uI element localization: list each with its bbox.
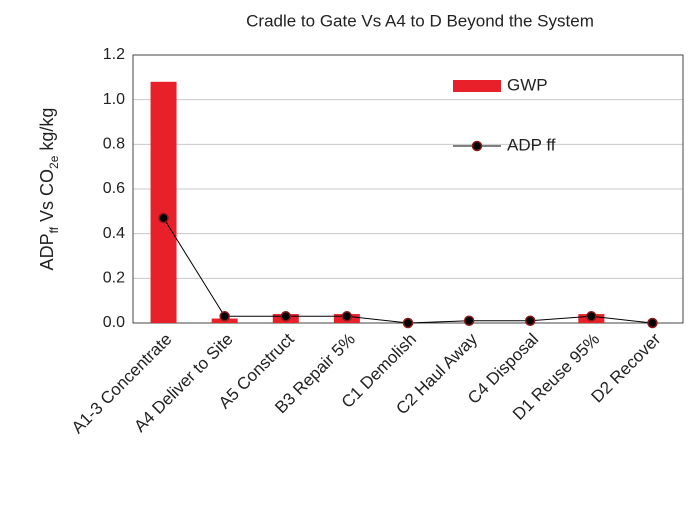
- line-marker: [463, 315, 475, 327]
- line-marker: [341, 311, 353, 322]
- y-label-part: ADP: [37, 233, 57, 270]
- line-marker: [280, 311, 292, 322]
- line-marker: [158, 212, 169, 224]
- y-label-part: ff: [47, 226, 61, 233]
- line-marker: [219, 311, 230, 322]
- chart-title: Cradle to Gate Vs A4 to D Beyond the Sys…: [246, 11, 594, 30]
- y-label-part: 2e: [47, 155, 61, 169]
- line-marker: [402, 317, 414, 329]
- y-tick-label: 0.0: [103, 314, 125, 331]
- y-tick-label: 0.4: [103, 225, 125, 242]
- legend-swatch: [453, 80, 501, 92]
- line-marker: [647, 317, 658, 329]
- y-tick-label: 0.6: [103, 180, 125, 197]
- bar: [150, 81, 177, 323]
- y-tick-label: 0.8: [103, 136, 125, 153]
- y-tick-label: 0.2: [103, 270, 125, 287]
- x-tick-label: A1-3 Concentrate: [68, 330, 176, 438]
- legend-marker: [471, 140, 483, 152]
- line-marker: [524, 315, 536, 327]
- y-label-part: kg/kg: [37, 108, 57, 156]
- y-axis-label: ADPff Vs CO2e kg/kg: [37, 108, 61, 271]
- legend-label: GWP: [507, 75, 548, 94]
- y-tick-label: 1.0: [103, 91, 125, 108]
- legend-label: ADP ff: [507, 135, 556, 154]
- line-marker: [586, 311, 597, 322]
- y-label-part: Vs CO: [37, 169, 57, 227]
- y-tick-label: 1.2: [103, 46, 125, 63]
